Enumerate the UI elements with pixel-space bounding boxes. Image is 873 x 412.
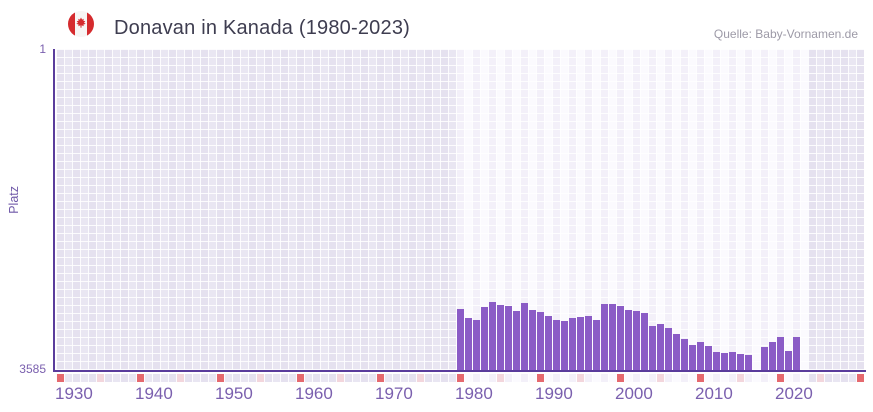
page-title: Donavan in Kanada (1980-2023) [114,17,411,39]
half-decade-marker-1995 [577,374,584,382]
bar-1987[interactable] [513,310,520,370]
decade-marker-2030 [857,374,864,382]
bar-2011[interactable] [705,345,712,370]
bar-1984[interactable] [489,302,496,370]
bar-2013[interactable] [721,352,728,370]
bar-1996[interactable] [585,315,592,370]
bar-1989[interactable] [529,309,536,370]
bar-2007[interactable] [673,334,680,370]
half-decade-marker-1985 [497,374,504,382]
bar-2015[interactable] [737,354,744,370]
bar-1985[interactable] [497,304,504,370]
bar-1999[interactable] [609,304,616,370]
bar-1991[interactable] [545,315,552,370]
bar-1982[interactable] [473,319,480,370]
flag-red-band-right [87,11,94,37]
marker-strip [56,374,864,382]
x-tick-label-2010: 2010 [695,384,733,403]
decade-marker-1960 [297,374,304,382]
half-decade-marker-1935 [97,374,104,382]
bar-2019[interactable] [769,341,776,370]
bar-1980[interactable] [457,309,464,370]
bar-1997[interactable] [593,319,600,370]
decade-marker-2000 [617,374,624,382]
x-tick-label-1930: 1930 [55,384,93,403]
decade-marker-1990 [537,374,544,382]
x-tick-label-2000: 2000 [615,384,653,403]
maple-leaf-icon [76,17,86,28]
half-decade-marker-2025 [817,374,824,382]
bar-2022[interactable] [793,336,800,370]
x-tick-label-1960: 1960 [295,384,333,403]
x-axis-labels: 1930 1940 1950 1960 1970 1980 1990 2000 2010 2020 [55,384,864,406]
x-axis-line [53,370,866,372]
marker-strip-highlight [456,374,808,382]
bar-2004[interactable] [649,325,656,370]
half-decade-marker-1945 [177,374,184,382]
flag-white-band [75,11,87,37]
half-decade-marker-2015 [737,374,744,382]
bar-1983[interactable] [481,307,488,370]
source-label: Quelle: Baby-Vornamen.de [713,27,858,41]
bar-2010[interactable] [697,341,704,370]
bar-1995[interactable] [577,317,584,370]
half-decade-marker-1955 [257,374,264,382]
decade-marker-2020 [777,374,784,382]
bar-2012[interactable] [713,351,720,370]
decade-marker-1970 [377,374,384,382]
bar-2018[interactable] [761,346,768,370]
canada-flag-icon [68,11,94,37]
decade-marker-1940 [137,374,144,382]
bar-2016[interactable] [745,354,752,370]
bar-1993[interactable] [561,320,568,370]
bar-2009[interactable] [689,344,696,370]
bar-2003[interactable] [641,312,648,370]
decade-marker-1980 [457,374,464,382]
bar-1994[interactable] [569,318,576,370]
decade-marker-1930 [57,374,64,382]
half-decade-marker-1975 [417,374,424,382]
x-tick-label-1940: 1940 [135,384,173,403]
bar-1992[interactable] [553,319,560,370]
flag-red-band-left [68,11,75,37]
bar-2014[interactable] [729,351,736,370]
x-tick-label-1980: 1980 [455,384,493,403]
x-tick-label-1950: 1950 [215,384,253,403]
bar-1988[interactable] [521,303,528,370]
bar-1986[interactable] [505,305,512,370]
bar-2005[interactable] [657,324,664,370]
bar-2001[interactable] [625,309,632,370]
half-decade-marker-2005 [657,374,664,382]
bar-1990[interactable] [537,311,544,370]
y-axis-line [53,49,55,372]
x-tick-label-2020: 2020 [775,384,813,403]
bar-2002[interactable] [633,310,640,370]
half-decade-marker-1965 [337,374,344,382]
bar-2021[interactable] [785,350,792,370]
x-tick-label-1990: 1990 [535,384,573,403]
decade-marker-2010 [697,374,704,382]
bar-2006[interactable] [665,327,672,370]
plot-area [56,49,864,370]
bar-1998[interactable] [601,304,608,370]
y-tick-rank-3585: 3585 [19,362,46,376]
bar-1981[interactable] [465,318,472,370]
bar-2000[interactable] [617,305,624,370]
y-axis-label: Platz [7,186,21,214]
x-tick-label-1970: 1970 [375,384,413,403]
bar-2020[interactable] [777,336,784,370]
decade-marker-1950 [217,374,224,382]
bar-2008[interactable] [681,339,688,370]
y-tick-rank-1: 1 [39,42,46,56]
